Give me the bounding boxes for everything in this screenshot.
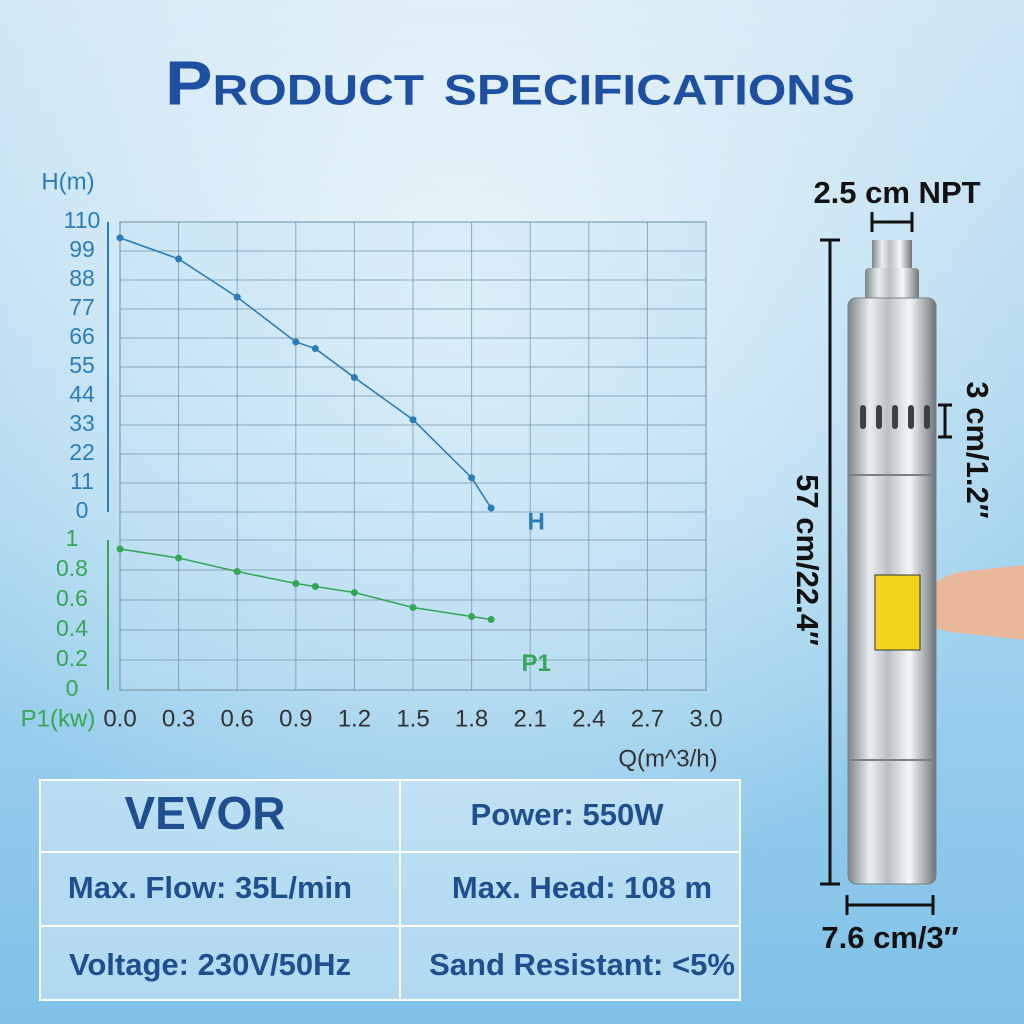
spec-table: VEVOR Power: 550W Max. Flow: 35L/min Max… (39, 779, 741, 1001)
series-label: H (527, 508, 544, 535)
dimension-lines (820, 212, 952, 915)
data-point (311, 583, 319, 590)
y2-tick-label: 1 (66, 525, 79, 551)
y-tick-label: 11 (70, 468, 94, 494)
data-point (487, 504, 495, 512)
data-point (175, 554, 183, 562)
title: Product specifications (165, 49, 855, 118)
y-tick-label: 99 (69, 236, 95, 262)
x-tick-label: 0.6 (221, 705, 254, 732)
chart: 0.0 0.3 0.6 0.9 1.2 1.5 1.8 2.1 2.4 2.7 3.0 0 11 22 33… (21, 168, 723, 772)
y-tick-label: 66 (69, 323, 95, 349)
y-tick-label: 88 (69, 265, 95, 291)
pump-illustration: 2.5 cm NPT 3 cm/1.2″ 57 cm/22.4″ 7.6 cm/… (790, 175, 1024, 955)
x-tick-label: 3.0 (689, 705, 722, 732)
data-point (175, 255, 183, 263)
y2-tick-label: 0.6 (56, 585, 88, 611)
dimension-label: 2.5 cm NPT (813, 175, 980, 210)
spec-text: Max. Flow: 35L/min (68, 870, 352, 905)
pump-inlet-slots (860, 405, 930, 429)
data-point (350, 374, 358, 382)
hand (922, 565, 1024, 640)
x-tick-label: 0.3 (162, 705, 195, 732)
data-point (487, 616, 495, 623)
spec-text: Sand Resistant: <5% (429, 947, 735, 982)
y2-axis-label: P1(kw) (21, 705, 96, 732)
data-point (311, 345, 319, 353)
dimension-label: 7.6 cm/3″ (821, 920, 958, 955)
data-point (233, 293, 241, 301)
y-tick-label: 110 (64, 207, 101, 233)
x-tick-label: 1.8 (455, 705, 488, 732)
data-point (292, 338, 300, 346)
data-point (116, 545, 124, 553)
y-tick-label: 33 (69, 410, 95, 436)
pump-neck (865, 268, 919, 300)
y2-tick-label: 0.8 (56, 555, 88, 581)
warning-sticker (874, 574, 921, 651)
data-point (468, 613, 476, 620)
brand-logo: VEVOR (124, 787, 285, 839)
data-point (468, 474, 476, 482)
data-point (233, 568, 241, 575)
x-tick-label: 1.2 (338, 705, 371, 732)
table-frame (39, 779, 741, 1001)
y-tick-label: 55 (69, 352, 95, 378)
y2-tick-label: 0 (66, 675, 79, 701)
pump-outlet (872, 240, 912, 270)
data-point (292, 580, 300, 587)
spec-text: Voltage: 230V/50Hz (69, 947, 351, 982)
x-tick-label: 2.1 (514, 705, 547, 732)
y-tick-label: 22 (69, 439, 95, 465)
dimension-label: 57 cm/22.4″ (790, 474, 825, 646)
data-point (409, 416, 417, 424)
x-tick-label: 2.4 (572, 705, 605, 732)
x-tick-label: 2.7 (631, 705, 664, 732)
spec-text: Max. Head: 108 m (452, 870, 712, 905)
y-tick-label: 0 (76, 497, 89, 523)
y2-tick-label: 0.4 (56, 615, 88, 641)
data-point (116, 234, 124, 242)
series-label: P1 (521, 650, 550, 677)
x-axis-label: Q(m^3/h) (618, 745, 717, 772)
data-point (409, 604, 417, 611)
y-tick-label: 77 (69, 294, 95, 320)
y-tick-label: 44 (69, 381, 95, 407)
y-axis-label: H(m) (41, 168, 94, 195)
x-tick-label: 1.5 (396, 705, 429, 732)
dimension-label: 3 cm/1.2″ (960, 381, 995, 518)
x-tick-label: 0.9 (279, 705, 312, 732)
y2-tick-label: 0.2 (56, 645, 88, 671)
data-point (350, 589, 358, 596)
spec-text: Power: 550W (471, 797, 665, 832)
x-tick-label: 0.0 (103, 705, 136, 732)
